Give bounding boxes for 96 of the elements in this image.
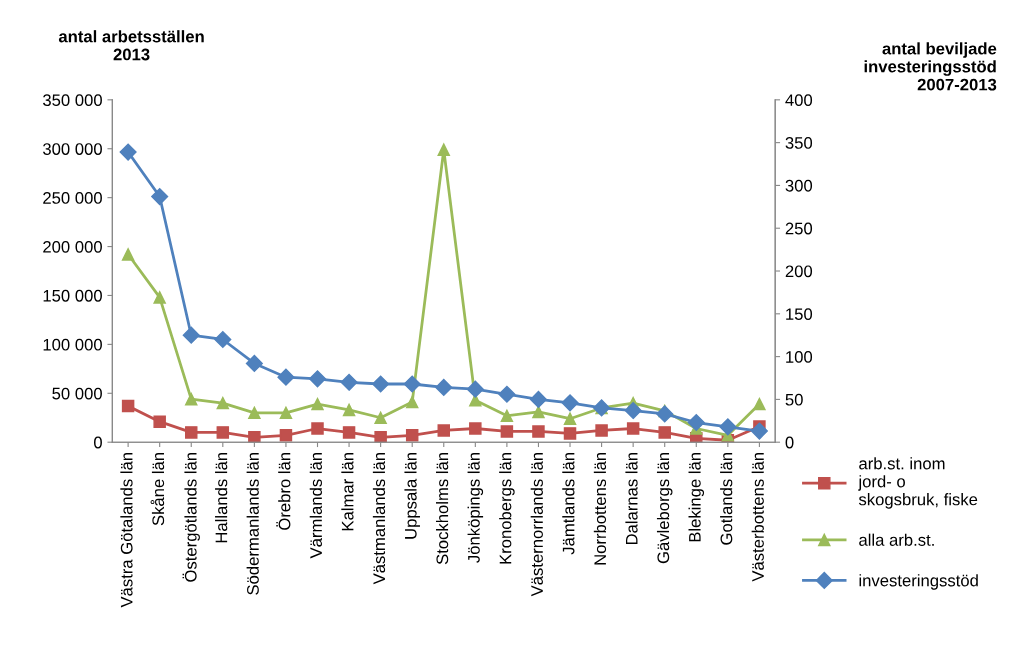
y2-tick-label: 150 (786, 308, 813, 321)
point (626, 422, 640, 435)
point (532, 425, 545, 438)
point (753, 397, 766, 411)
x-tick-label: Östergötlands län (182, 452, 200, 582)
x-tick-label: Örebro län (276, 453, 291, 530)
y-tick-label: 50 000 (52, 387, 102, 400)
point (372, 375, 390, 393)
y-tick-label: 0 (93, 436, 102, 449)
x-tick-label: Jämtlands län (562, 453, 575, 555)
point (214, 330, 232, 349)
x-tick-label: Värmlands län (309, 453, 322, 559)
point (248, 406, 261, 420)
x-tick-label: Dalarnas län (625, 453, 638, 545)
point (153, 415, 166, 428)
point (279, 429, 293, 442)
y-tick-label: 350 000 (43, 94, 102, 107)
point (500, 409, 514, 423)
point (216, 396, 230, 410)
point (498, 385, 516, 403)
point (311, 397, 324, 411)
x-tick-label: Skåne län (150, 453, 165, 526)
point (374, 411, 387, 424)
y2-axis-title: antal beviljade investeringsstöd 2007-2013 (864, 42, 997, 91)
point (374, 431, 387, 443)
point (405, 395, 419, 409)
point (184, 392, 198, 406)
point (342, 403, 356, 417)
point (500, 425, 514, 438)
point (119, 143, 137, 161)
point (151, 187, 169, 206)
x-tick-label: Kalmar län (341, 453, 354, 531)
y2-tick-label: 250 (785, 222, 813, 235)
y2-tick-label: 300 (785, 179, 813, 192)
point (182, 326, 200, 344)
x-tick-label: Uppsala län (404, 453, 420, 539)
point (466, 380, 484, 398)
x-tick-label: Västerbottens län (751, 453, 764, 582)
point (340, 373, 358, 391)
y2-tick-label: 0 (785, 436, 794, 449)
point (563, 412, 577, 425)
point (184, 426, 198, 439)
y2-tick-label: 50 (785, 393, 803, 406)
y-tick-label: 200 000 (43, 240, 102, 253)
point (719, 418, 737, 436)
y-tick-label: 250 000 (43, 192, 102, 204)
point (121, 248, 135, 261)
point (595, 424, 608, 437)
y-axis-title: antal arbetsställen 2013 (58, 30, 204, 61)
point (308, 370, 327, 388)
point (216, 426, 230, 439)
x-tick-label: Kronobergs län (499, 453, 515, 564)
x-tick-label: Hallands län (215, 453, 228, 543)
point (561, 394, 579, 412)
point (687, 413, 705, 432)
point (405, 429, 419, 442)
x-tick-label: Norrbottens län (593, 453, 607, 565)
legend-label: investeringsstöd (859, 574, 978, 590)
point (245, 354, 263, 373)
point (342, 426, 356, 439)
point (469, 422, 482, 435)
x-tick-label: Jönköpings län (467, 453, 484, 563)
point (435, 378, 453, 396)
point (403, 375, 421, 393)
y-tick-label: 300 000 (43, 143, 102, 155)
y-tick-label: 100 000 (43, 338, 102, 351)
point (624, 401, 642, 420)
point (437, 143, 451, 156)
point (153, 291, 166, 304)
y-tick-label: 150 000 (43, 289, 102, 302)
x-tick-label: Västra Götalands län (120, 452, 133, 608)
point (563, 427, 577, 440)
point (277, 368, 295, 386)
point (658, 426, 671, 439)
legend-label: alla arb.st. (859, 533, 934, 546)
point (532, 405, 545, 419)
x-tick-label: Gotlands län (720, 453, 733, 545)
y2-tick-label: 200 (785, 265, 813, 278)
point (311, 422, 324, 435)
x-tick-label: Södermanlands län (246, 452, 259, 595)
point (437, 424, 451, 437)
x-tick-label: Blekinge län (688, 453, 705, 542)
y2-tick-label: 400 (785, 94, 813, 107)
x-tick-label: Stockholms län (435, 453, 449, 565)
point (248, 431, 261, 443)
point (750, 422, 768, 440)
x-tick-label: Gävleborgs län (656, 453, 673, 564)
legend-label: arb.st. inom jord- o skogsbruk, fiske (858, 457, 978, 509)
y2-tick-label: 100 (786, 351, 813, 363)
point (656, 405, 674, 423)
point (121, 399, 135, 413)
x-tick-label: Västernorrlands län (530, 452, 543, 597)
y2-tick-label: 350 (785, 137, 813, 149)
point (529, 390, 548, 408)
x-tick-label: Västmanlands län (372, 453, 386, 585)
point (279, 406, 293, 420)
